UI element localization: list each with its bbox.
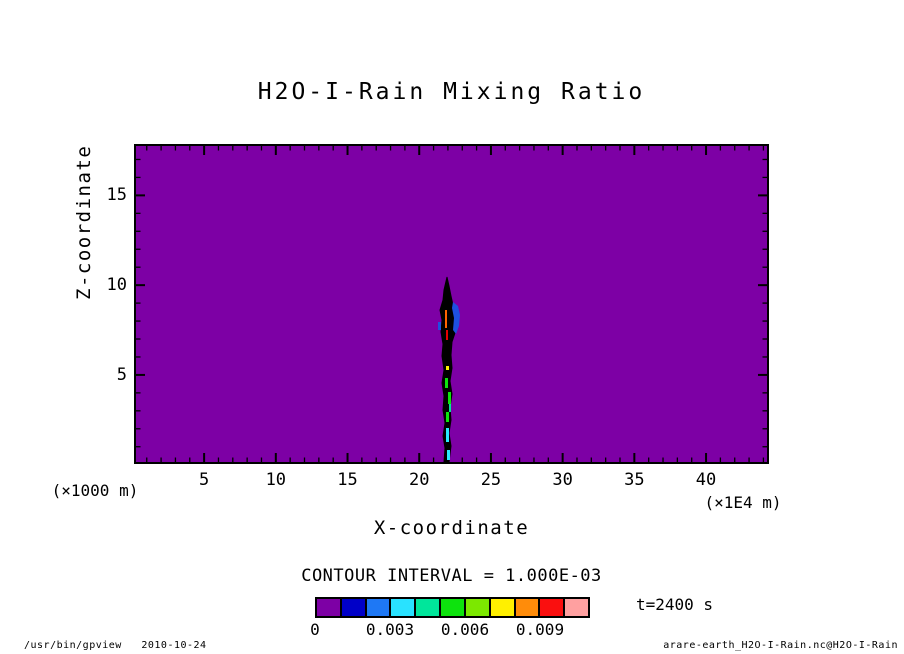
colorbar [315, 597, 590, 618]
contour-plot-svg [136, 146, 767, 462]
colorbar-cell [416, 599, 440, 616]
colorbar-cell [366, 599, 390, 616]
rain-shaft-green-dash-1 [445, 378, 448, 388]
footer-command-line: /usr/bin/gpview 2010-10-24 [24, 640, 207, 651]
x-tick-label: 40 [695, 470, 717, 490]
colorbar-cell [341, 599, 365, 616]
rain-shaft-blue-contour [452, 302, 460, 334]
x-tick-label: 35 [624, 470, 645, 490]
colorbar-tick-label: 0.003 [365, 620, 415, 639]
colorbar-tick-label: 0.009 [515, 620, 565, 639]
rain-shaft-blue-dash [438, 322, 441, 330]
colorbar-tick-label: 0.006 [440, 620, 490, 639]
rain-shaft-springgreen-dash [449, 404, 451, 412]
colorbar-tick-label: 0 [310, 620, 320, 639]
x-tick-label: 5 [198, 470, 210, 490]
x-tick-label: 15 [337, 470, 358, 490]
axis-tick-marks [136, 146, 767, 462]
plot-area [134, 144, 769, 464]
colorbar-cell [490, 599, 514, 616]
rain-shaft-contour-feature [438, 276, 460, 462]
x-axis-units: (×1E4 m) [704, 493, 782, 512]
x-tick-label: 25 [480, 470, 502, 490]
x-tick-label: 30 [552, 470, 573, 490]
colorbar-cell [515, 599, 539, 616]
chart-title: H2O-I-Rain Mixing Ratio [257, 79, 646, 105]
time-label: t=2400 s [636, 595, 714, 614]
rain-shaft-yellow-dash [446, 366, 449, 370]
footer-datafile-label: arare-earth_H2O-I-Rain.nc@H2O-I-Rain [663, 640, 898, 651]
x-tick-label: 20 [408, 470, 430, 490]
rain-shaft-red-line [446, 330, 448, 340]
rain-shaft-cyan-dash-2 [447, 450, 450, 460]
rain-shaft-green-dash-3 [446, 412, 449, 422]
y-tick-label: 15 [106, 185, 127, 206]
x-axis-label: X-coordinate [373, 517, 530, 539]
colorbar-cell [465, 599, 489, 616]
y-tick-label: 10 [106, 275, 127, 296]
colorbar-cell [441, 599, 464, 616]
colorbar-cell [565, 599, 588, 616]
colorbar-cell [391, 599, 415, 616]
y-axis-units: (×1000 m) [51, 481, 139, 500]
x-tick-label: 10 [265, 470, 287, 490]
y-tick-label: 5 [116, 364, 127, 385]
rain-shaft-orange-line [445, 310, 447, 328]
colorbar-cell [540, 599, 564, 616]
rain-shaft-green-dash-2 [448, 392, 451, 404]
contour-interval-label: CONTOUR INTERVAL = 1.000E-03 [301, 566, 602, 586]
colorbar-cell [317, 599, 340, 616]
rain-shaft-cyan-dash-1 [446, 428, 449, 442]
